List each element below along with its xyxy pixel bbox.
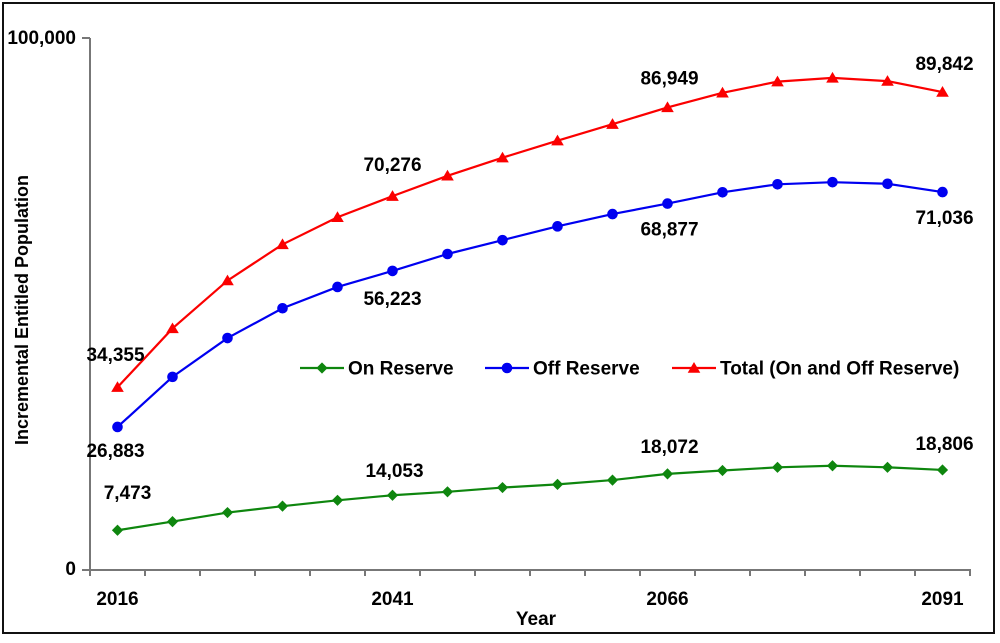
data-point-total-on-and-off-reserve bbox=[496, 151, 509, 163]
data-point-total-on-and-off-reserve bbox=[936, 86, 949, 97]
data-label: 68,877 bbox=[640, 220, 698, 241]
legend-item-total-on-and-off-reserve: Total (On and Off Reserve) bbox=[672, 359, 959, 380]
axes: 0 100,000 2016 2041 2066 2091 Year Incremental … bbox=[7, 28, 971, 630]
legend-label: Total (On and Off Reserve) bbox=[720, 359, 959, 380]
data-point-total-on-and-off-reserve bbox=[276, 238, 289, 250]
data-point-off-reserve bbox=[332, 281, 343, 293]
data-point-off-reserve bbox=[772, 179, 783, 190]
legend-marker-circle-icon bbox=[501, 362, 513, 374]
data-point-on-reserve bbox=[496, 481, 509, 494]
data-point-off-reserve bbox=[442, 248, 453, 260]
data-point-total-on-and-off-reserve bbox=[661, 101, 674, 113]
data-point-on-reserve bbox=[716, 464, 729, 477]
data-point-off-reserve bbox=[167, 371, 178, 383]
data-point-on-reserve bbox=[661, 468, 674, 480]
data-point-off-reserve bbox=[222, 332, 233, 344]
data-point-off-reserve bbox=[387, 265, 398, 277]
data-label: 86,949 bbox=[640, 68, 698, 89]
data-label: 14,053 bbox=[365, 461, 423, 482]
data-point-total-on-and-off-reserve bbox=[386, 190, 399, 201]
data-point-off-reserve bbox=[937, 186, 948, 198]
x-axis-title: Year bbox=[516, 609, 557, 630]
legend-marker-triangle-icon bbox=[687, 362, 701, 373]
x-tick-label: 2041 bbox=[371, 589, 414, 610]
data-point-on-reserve bbox=[441, 486, 454, 498]
data-label: 7,473 bbox=[104, 483, 152, 504]
data-point-total-on-and-off-reserve bbox=[221, 274, 234, 286]
series-line-total-on-and-off-reserve bbox=[116, 76, 943, 388]
data-point-off-reserve bbox=[497, 234, 508, 246]
y-axis-title: Incremental Entitled Population bbox=[12, 175, 32, 445]
data-point-on-reserve bbox=[551, 478, 564, 490]
data-label: 70,276 bbox=[363, 155, 421, 176]
data-point-off-reserve bbox=[717, 186, 728, 198]
data-point-on-reserve bbox=[386, 489, 399, 501]
data-point-on-reserve bbox=[606, 474, 619, 486]
data-label: 89,842 bbox=[915, 54, 973, 75]
y-tick-label: 100,000 bbox=[7, 28, 76, 49]
data-point-on-reserve bbox=[771, 461, 784, 473]
data-point-total-on-and-off-reserve bbox=[826, 71, 839, 83]
data-point-on-reserve bbox=[826, 460, 839, 472]
data-point-on-reserve bbox=[111, 524, 124, 536]
series-total-on-and-off-reserve: 34,355 70,276 86,949 89,842 bbox=[86, 54, 974, 392]
data-point-total-on-and-off-reserve bbox=[331, 211, 344, 222]
legend: On Reserve Off Reserve Total (On and Off R… bbox=[300, 359, 959, 380]
data-label: 18,072 bbox=[640, 437, 698, 458]
chart-border bbox=[2, 2, 995, 634]
data-point-on-reserve bbox=[221, 506, 234, 519]
data-point-on-reserve bbox=[166, 515, 179, 528]
legend-item-off-reserve: Off Reserve bbox=[485, 359, 640, 380]
data-label: 26,883 bbox=[86, 441, 144, 462]
data-point-off-reserve bbox=[882, 178, 893, 190]
data-point-total-on-and-off-reserve bbox=[606, 118, 619, 129]
data-point-on-reserve bbox=[276, 500, 289, 512]
data-point-on-reserve bbox=[936, 464, 949, 476]
legend-label: Off Reserve bbox=[533, 359, 640, 380]
data-point-on-reserve bbox=[331, 494, 344, 506]
data-label: 56,223 bbox=[363, 289, 421, 310]
x-tick-label: 2066 bbox=[646, 589, 688, 610]
data-point-on-reserve bbox=[881, 461, 894, 473]
y-tick-label: 0 bbox=[65, 559, 76, 580]
data-point-total-on-and-off-reserve bbox=[441, 169, 454, 181]
data-point-total-on-and-off-reserve bbox=[881, 75, 894, 86]
data-point-total-on-and-off-reserve bbox=[716, 86, 729, 98]
x-tick-label: 2016 bbox=[96, 589, 138, 610]
data-point-off-reserve bbox=[662, 198, 673, 209]
data-point-total-on-and-off-reserve bbox=[111, 381, 124, 392]
data-label: 71,036 bbox=[915, 208, 973, 229]
series-line-on-reserve bbox=[117, 464, 943, 532]
data-label: 34,355 bbox=[86, 345, 145, 366]
data-point-total-on-and-off-reserve bbox=[771, 75, 784, 87]
data-point-off-reserve bbox=[607, 208, 618, 220]
series-on-reserve: 7,473 14,053 18,072 18,806 bbox=[104, 434, 974, 536]
data-point-off-reserve bbox=[112, 421, 123, 433]
data-point-total-on-and-off-reserve bbox=[551, 134, 564, 146]
legend-marker-diamond-icon bbox=[316, 362, 328, 374]
x-tick-label: 2091 bbox=[921, 589, 964, 610]
legend-label: On Reserve bbox=[348, 359, 454, 380]
data-point-off-reserve bbox=[827, 176, 838, 188]
data-point-off-reserve bbox=[552, 221, 563, 232]
data-label: 18,806 bbox=[915, 434, 973, 455]
legend-item-on-reserve: On Reserve bbox=[300, 359, 454, 380]
series-off-reserve: 26,883 56,223 68,877 71,036 bbox=[86, 176, 974, 462]
data-point-total-on-and-off-reserve bbox=[166, 322, 179, 334]
series-line-off-reserve bbox=[116, 181, 943, 428]
data-point-off-reserve bbox=[277, 302, 288, 314]
